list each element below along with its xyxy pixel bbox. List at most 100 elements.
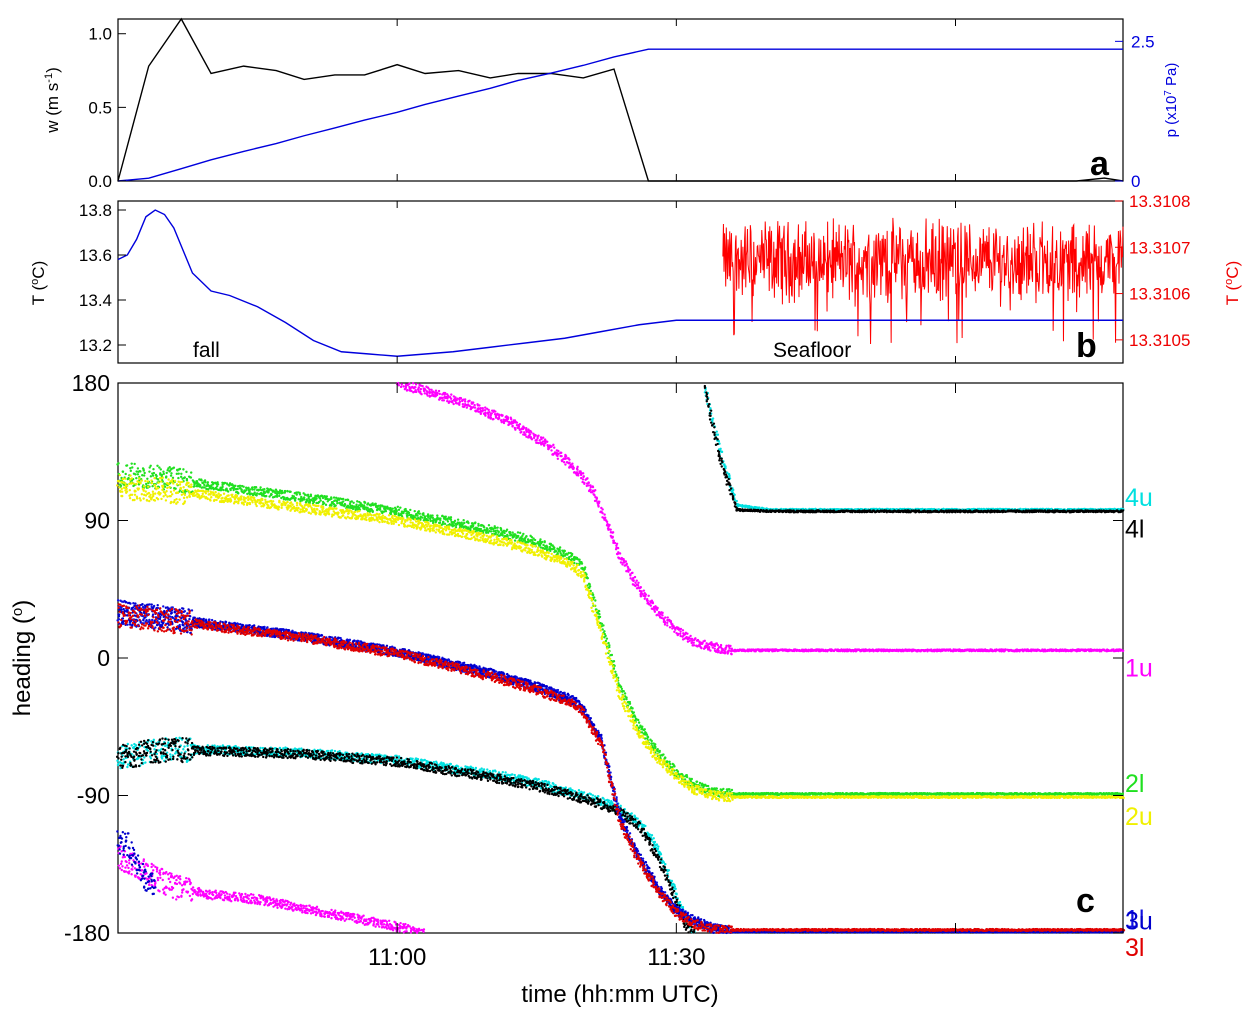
panel-b-ytick-right-label: 13.3105 xyxy=(1129,331,1190,350)
heading-point-4l xyxy=(282,754,286,757)
heading-point-4l xyxy=(343,755,347,759)
heading-point-4l xyxy=(171,757,175,761)
heading-point-4u xyxy=(494,770,497,773)
panel-b-ytick-label: 13.6 xyxy=(79,246,112,265)
heading-point-4l xyxy=(168,758,172,761)
heading-point-4l xyxy=(501,778,505,781)
heading-point-4l xyxy=(486,779,490,783)
panel-a-label: a xyxy=(1090,145,1110,183)
heading-point-4l xyxy=(671,891,675,894)
heading-point-4u xyxy=(664,862,667,866)
heading-point-4u xyxy=(184,750,187,753)
heading-point-4l xyxy=(576,793,579,797)
heading-point-4l xyxy=(506,780,509,783)
heading-point-4l xyxy=(129,762,132,765)
heading-point-4l xyxy=(308,749,311,752)
heading-point-4l xyxy=(395,756,399,759)
heading-point-4l xyxy=(214,749,217,752)
heading-point-4l xyxy=(720,457,723,460)
heading-point-1l xyxy=(151,618,154,622)
panel-a-ylabel: w (m s-1) xyxy=(43,67,62,134)
heading-point-4l xyxy=(653,847,657,851)
heading-point-4u xyxy=(249,746,253,749)
heading-point-4u xyxy=(497,771,501,774)
heading-point-4l xyxy=(675,898,679,901)
heading-point-4l xyxy=(220,750,223,753)
heading-point-4u xyxy=(449,762,453,766)
heading-point-4l xyxy=(575,791,578,794)
heading-point-4l xyxy=(385,760,388,763)
heading-point-4l xyxy=(531,780,535,783)
panel-b-ytick-label: 13.2 xyxy=(79,336,112,355)
heading-point-4l xyxy=(599,799,602,803)
heading-point-4l xyxy=(138,751,142,755)
heading-point-4u xyxy=(456,765,460,768)
heading-point-4l xyxy=(316,749,320,753)
heading-point-4l xyxy=(450,770,453,773)
heading-point-4l xyxy=(164,737,167,741)
heading-point-4l xyxy=(606,804,609,807)
heading-point-4l xyxy=(721,460,724,464)
heading-point-4l xyxy=(153,753,156,756)
heading-point-4u xyxy=(607,799,611,802)
heading-point-4l xyxy=(327,751,330,755)
heading-point-4l xyxy=(412,764,416,768)
heading-point-4l xyxy=(609,809,612,813)
heading-point-4u xyxy=(601,796,604,800)
heading-point-4l xyxy=(299,751,302,754)
heading-point-4u xyxy=(720,450,724,454)
heading-point-4l xyxy=(234,752,237,756)
heading-point-4u xyxy=(154,744,157,748)
heading-point-4l xyxy=(357,755,361,758)
heading-point-4l xyxy=(171,748,174,752)
panel-b-frame xyxy=(117,200,1124,364)
heading-point-4l xyxy=(383,757,386,760)
heading-point-4l xyxy=(195,749,198,752)
heading-point-4l xyxy=(603,806,606,809)
heading-point-4u xyxy=(678,900,682,904)
heading-point-4l xyxy=(120,758,123,761)
heading-point-4l xyxy=(430,761,433,765)
heading-point-4l xyxy=(167,738,170,741)
heading-point-4l xyxy=(416,760,419,764)
heading-point-4l xyxy=(137,764,141,768)
heading-point-4u xyxy=(134,744,138,747)
heading-point-4l xyxy=(181,736,184,740)
heading-point-4u xyxy=(599,803,603,807)
heading-point-4l xyxy=(731,498,735,501)
heading-point-4u xyxy=(432,760,436,764)
heading-point-4l xyxy=(727,477,730,481)
heading-point-4l xyxy=(580,792,583,796)
heading-point-4u xyxy=(293,747,297,750)
heading-point-4l xyxy=(458,774,461,777)
heading-point-4l xyxy=(403,762,406,765)
heading-point-4l xyxy=(646,837,649,841)
heading-point-4u xyxy=(116,759,119,762)
heading-point-4l xyxy=(136,747,140,750)
heading-point-4l xyxy=(657,855,661,859)
heading-point-1l xyxy=(162,605,165,608)
heading-point-4u xyxy=(630,812,633,815)
panel-a-ytick-label: 0.0 xyxy=(88,172,112,191)
heading-point-4u xyxy=(326,749,330,753)
heading-point-4l xyxy=(579,797,582,801)
heading-point-4l xyxy=(472,768,475,772)
heading-point-4l xyxy=(238,755,241,758)
heading-point-4l xyxy=(636,823,639,826)
heading-point-4l xyxy=(718,459,721,462)
heading-point-4u xyxy=(491,770,495,773)
heading-point-4u xyxy=(732,488,735,492)
heading-point-4u xyxy=(486,768,489,771)
heading-point-4l xyxy=(262,755,265,759)
heading-point-4l xyxy=(149,750,152,753)
heading-point-4l xyxy=(705,395,708,398)
heading-point-4l xyxy=(282,756,285,759)
heading-point-4l xyxy=(228,752,231,755)
heading-point-4u xyxy=(650,834,654,837)
heading-point-4u xyxy=(501,770,504,774)
heading-point-4l xyxy=(372,757,375,760)
heading-point-4l xyxy=(250,751,254,754)
heading-point-4l xyxy=(216,747,219,750)
